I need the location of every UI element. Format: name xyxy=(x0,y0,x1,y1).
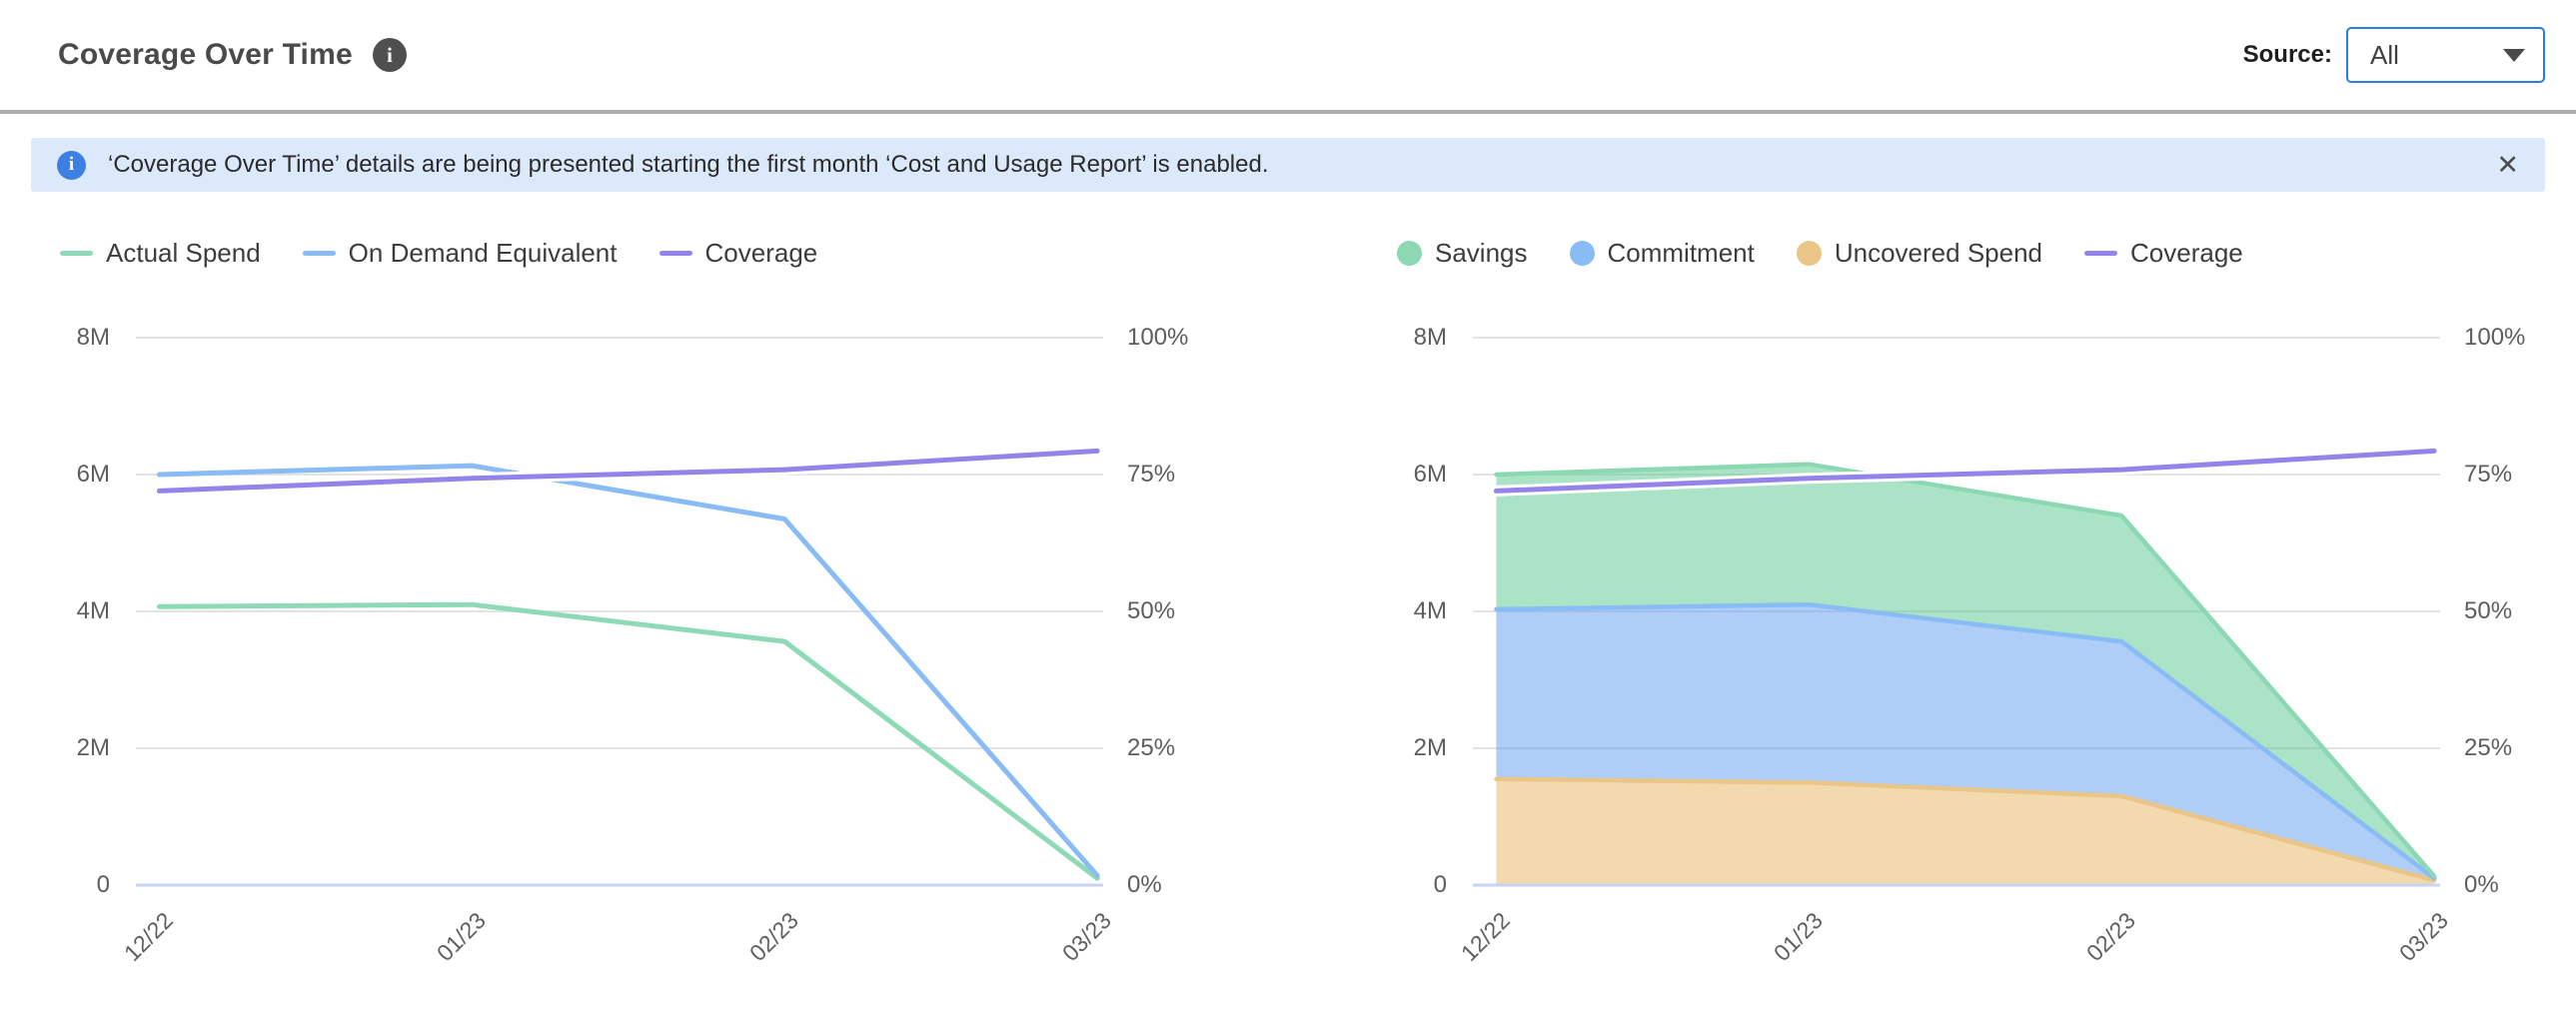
y-tick: 100% xyxy=(2464,324,2526,352)
area-chart-legend: Savings Commitment Uncovered Spend Cover… xyxy=(1397,238,2532,268)
y-axis-right: 100% 75% 50% 25% 0% xyxy=(2440,324,2532,898)
legend-item-uncovered-spend[interactable]: Uncovered Spend xyxy=(1796,238,2042,269)
legend-item-coverage[interactable]: Coverage xyxy=(658,238,817,269)
y-tick: 8M xyxy=(1413,324,1447,352)
info-banner: i ‘Coverage Over Time’ details are being… xyxy=(31,138,2545,192)
header: Coverage Over Time i Source: All xyxy=(0,0,2576,110)
y-tick: 4M xyxy=(1413,597,1447,624)
line-chart-panel: Actual Spend On Demand Equivalent Covera… xyxy=(48,238,1195,1011)
area-chart-plot-grid: 8M 6M 4M 2M 0 12/22 01/23 02/23 03/23 10… xyxy=(1385,324,2532,1011)
legend-item-commitment[interactable]: Commitment xyxy=(1569,238,1755,269)
x-axis-labels: 12/22 01/23 02/23 03/23 xyxy=(119,891,1116,1011)
y-tick: 25% xyxy=(1127,734,1176,762)
area-chart-plot: 12/22 01/23 02/23 03/23 xyxy=(1456,332,2453,1011)
x-tick: 01/23 xyxy=(432,907,492,967)
y-tick: 75% xyxy=(1127,460,1176,488)
y-tick: 0% xyxy=(2464,870,2499,898)
y-tick: 50% xyxy=(1127,597,1176,624)
info-icon: i xyxy=(57,150,86,180)
line-chart-legend: Actual Spend On Demand Equivalent Covera… xyxy=(60,238,1195,268)
y-tick: 100% xyxy=(1127,324,1189,352)
banner-text: ‘Coverage Over Time’ details are being p… xyxy=(108,151,1269,178)
line-chart-canvas[interactable] xyxy=(136,332,1103,891)
legend-item-coverage[interactable]: Coverage xyxy=(2084,238,2243,269)
charts-row: Actual Spend On Demand Equivalent Covera… xyxy=(0,238,2576,1011)
legend-item-on-demand-equivalent[interactable]: On Demand Equivalent xyxy=(302,238,618,269)
stacked-area-chart-panel: Savings Commitment Uncovered Spend Cover… xyxy=(1385,238,2532,1011)
line-swatch-icon xyxy=(60,250,93,256)
x-tick: 02/23 xyxy=(2080,907,2140,967)
dot-swatch-icon xyxy=(1569,240,1595,266)
y-tick: 75% xyxy=(2464,460,2513,488)
y-tick: 0 xyxy=(1433,870,1447,898)
x-axis-labels: 12/22 01/23 02/23 03/23 xyxy=(1456,891,2453,1011)
x-tick: 12/22 xyxy=(1455,907,1515,967)
title-wrap: Coverage Over Time i xyxy=(58,38,407,72)
x-tick: 12/22 xyxy=(118,907,178,967)
y-tick: 6M xyxy=(76,460,110,488)
header-divider xyxy=(0,110,2576,114)
y-axis-left: 8M 6M 4M 2M 0 xyxy=(48,324,136,898)
close-icon[interactable]: ✕ xyxy=(2496,149,2519,180)
y-axis-right: 100% 75% 50% 25% 0% xyxy=(1103,324,1195,898)
y-tick: 2M xyxy=(1413,734,1447,762)
y-axis-left: 8M 6M 4M 2M 0 xyxy=(1385,324,1473,898)
y-tick: 8M xyxy=(76,324,110,352)
area-chart-canvas[interactable] xyxy=(1473,332,2440,891)
line-chart-plot: 12/22 01/23 02/23 03/23 xyxy=(119,332,1116,1011)
y-tick: 50% xyxy=(2464,597,2513,624)
y-tick: 6M xyxy=(1413,460,1447,488)
line-chart-plot-grid: 8M 6M 4M 2M 0 12/22 01/23 02/23 03/23 10… xyxy=(48,324,1195,1011)
chevron-down-icon xyxy=(2503,48,2525,62)
source-label: Source: xyxy=(2242,41,2332,68)
source-control: Source: All xyxy=(2243,27,2545,83)
line-swatch-icon xyxy=(302,250,336,256)
line-swatch-icon xyxy=(2084,250,2117,256)
x-tick: 02/23 xyxy=(743,907,803,967)
source-dropdown-value: All xyxy=(2370,39,2399,70)
dot-swatch-icon xyxy=(1796,240,1822,266)
info-icon[interactable]: i xyxy=(372,38,407,72)
y-tick: 0 xyxy=(96,870,110,898)
line-swatch-icon xyxy=(658,250,692,256)
x-tick: 03/23 xyxy=(2393,907,2453,967)
legend-item-actual-spend[interactable]: Actual Spend xyxy=(60,238,261,269)
source-dropdown[interactable]: All xyxy=(2346,27,2545,83)
y-tick: 25% xyxy=(2464,734,2513,762)
y-tick: 0% xyxy=(1127,870,1162,898)
dot-swatch-icon xyxy=(1397,240,1422,266)
x-tick: 01/23 xyxy=(1769,907,1829,967)
legend-item-savings[interactable]: Savings xyxy=(1397,238,1528,269)
y-tick: 4M xyxy=(76,597,110,624)
page-title: Coverage Over Time xyxy=(58,38,353,71)
x-tick: 03/23 xyxy=(1056,907,1116,967)
y-tick: 2M xyxy=(76,734,110,762)
